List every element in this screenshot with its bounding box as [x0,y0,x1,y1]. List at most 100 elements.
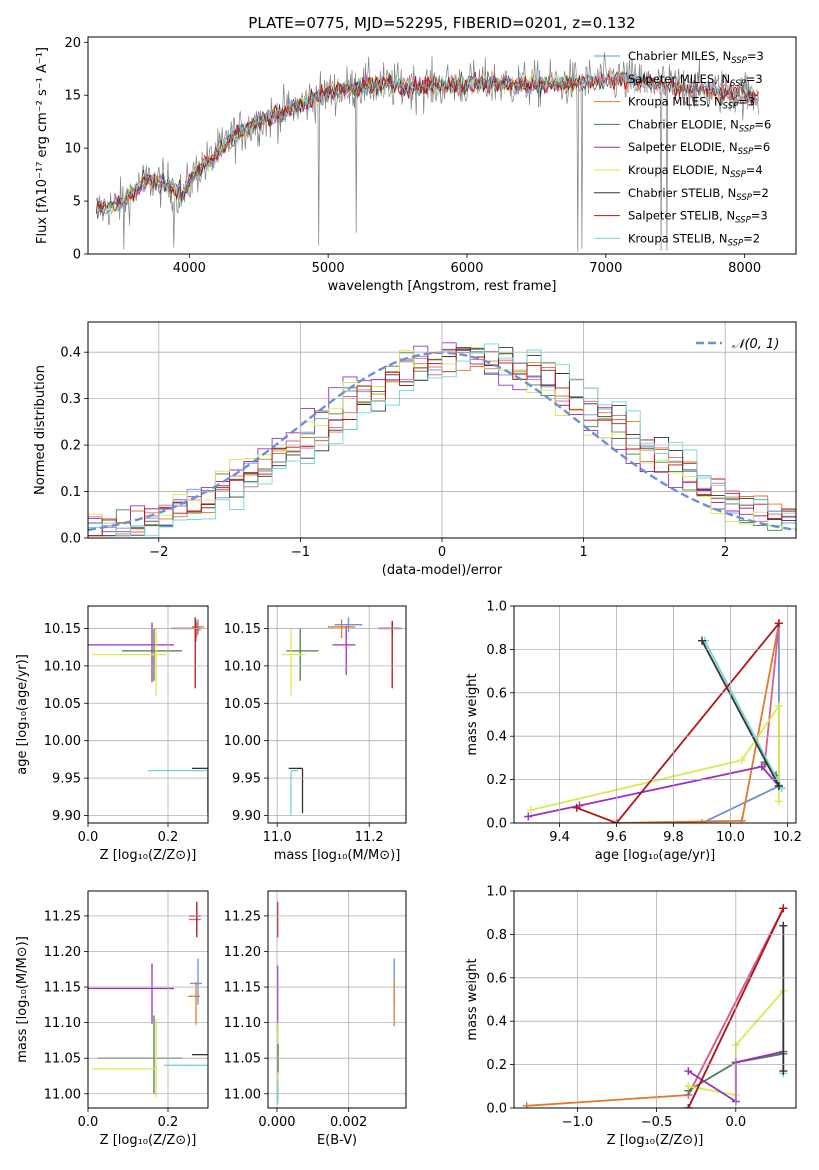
y-axis-label: Flux [fλ10⁻¹⁷ erg cm⁻² s⁻¹ A⁻¹] [35,47,50,244]
weight-series-line [528,765,780,818]
y-axis-label: mass weight [465,958,480,1040]
x-tick-label: 5000 [312,261,345,276]
y-tick-label: 9.95 [52,772,81,787]
errorbar-point [88,622,174,683]
axes-frame [87,36,797,255]
histogram-series [88,347,796,537]
errorbar-point [378,620,402,689]
weight-point-marker [774,782,783,791]
weight-series-line [701,640,780,787]
x-tick-label: 10.2 [773,830,802,845]
weight-point-marker [779,904,788,913]
weight-point-marker [737,816,746,823]
weight-series-line [530,702,780,811]
y-tick-label: 11.15 [224,981,261,996]
y-tick-label: 11.00 [44,1087,81,1102]
y-tick-label: 11.15 [44,981,81,996]
weight-series-line [704,640,783,789]
legend-label-main: Kroupa ELODIE, N [628,163,730,177]
y-tick-label: 10.10 [224,659,261,674]
y-tick-label: 11.25 [44,909,81,924]
x-tick-label: 0.2 [158,830,179,845]
errorbar-point [188,905,201,934]
weight-point-marker [698,819,706,823]
legend-label-sub: SSP [739,124,755,134]
y-tick-label: 0.4 [486,730,507,745]
x-tick-label: 2 [721,545,729,560]
errorbar-point [288,767,304,814]
y-tick-label: 9.90 [232,809,261,824]
y-tick-label: 0.4 [60,346,81,361]
x-axis-label: Z [log₁₀(Z/Z⊙)] [607,1133,704,1148]
x-tick-label: 0 [438,545,446,560]
panel-weight_vs_Z: −1.0 −0.5 0.0 0.0 0.2 0.4 0.6 0.8 1.0 Z [log₁₀(Z/… [465,885,797,1148]
weight-series-line [763,623,780,765]
x-tick-label: 9.6 [606,830,627,845]
y-tick-label: 0.4 [486,1015,507,1030]
x-tick-label: 1 [579,545,587,560]
x-axis-label: mass [log₁₀(M/M⊙)] [274,848,401,863]
legend-label-suffix: =3 [738,95,755,109]
y-tick-label: 20 [64,36,81,51]
legend-label-main: Kroupa MILES, N [628,95,723,109]
errorbar-point [332,626,356,675]
errorbar-point [88,963,174,1025]
legend-label-main: Kroupa STELIB, N [628,231,728,245]
legend-label-sub: SSP [723,102,739,112]
errorbar-point [196,622,201,638]
y-tick-label: 0.1 [60,485,81,500]
axes-frame [267,890,407,1109]
histogram-legend: 𝒩(0, 1) [696,337,779,352]
axes-frame [513,605,797,824]
weight-point-marker [737,756,746,765]
weight-point-marker [774,619,783,628]
panel-age_vs_Z: 0.0 0.2 9.90 9.95 10.00 10.05 10.10 10.15 Z [log… [15,605,209,863]
legend-label-sub: SSP [736,193,752,203]
y-tick-label: 0 [73,248,81,263]
x-axis-label: Z [log₁₀(Z/Z⊙)] [100,848,197,863]
legend-label-main: Chabrier MILES, N [628,49,731,63]
weight-point-marker [698,636,706,645]
x-tick-label: 0.2 [158,1115,179,1130]
errorbar-point [188,982,200,1025]
x-tick-label: 0.0 [725,1115,746,1130]
weight-point-marker [757,762,766,771]
x-tick-label: 0.000 [258,1115,295,1130]
x-tick-label: 9.8 [663,830,684,845]
weight-point-marker [774,797,783,806]
legend-label-suffix: =2 [743,231,760,245]
y-tick-label: 10.00 [44,734,81,749]
y-tick-label: 11.25 [224,909,261,924]
x-axis-label: age [log₁₀(age/yr)] [595,848,716,863]
y-tick-label: 11.05 [44,1052,81,1067]
axes-frame [87,890,209,1109]
legend-label-sub: SSP [738,147,754,157]
legend-label-suffix: =6 [753,140,770,154]
errorbar-point [281,628,305,696]
legend-label: Salpeter STELIB, NSSP=3 [628,209,768,226]
y-tick-label: 11.10 [224,1016,261,1031]
y-axis-label: age [log₁₀(age/yr)] [15,654,30,775]
legend-label-main: Salpeter MILES, N [628,72,730,86]
y-tick-label: 10.05 [44,697,81,712]
weight-point-marker [527,805,536,814]
x-axis-label: (data-model)/error [382,563,503,578]
x-tick-label: 9.4 [549,830,570,845]
y-tick-label: 0.2 [486,1058,507,1073]
x-tick-label: 11.0 [263,830,292,845]
axes-frame [513,890,797,1109]
y-tick-label: 0.8 [486,643,507,658]
legend-label: 𝒩(0, 1) [732,337,779,352]
plot-area-spectrum [95,52,759,252]
y-tick-label: 15 [64,89,81,104]
y-tick-label: 11.20 [44,945,81,960]
weight-series-line [526,907,785,1107]
panel-mass_vs_ebv: 0.000 0.002 11.00 11.05 11.10 11.15 11.20 11.25… [224,890,407,1148]
plot-area-mass_vs_ebv [277,901,395,1105]
x-tick-label: 10.0 [716,830,745,845]
legend-label: Chabrier STELIB, NSSP=2 [628,186,769,203]
panel-spectrum: 4000 5000 6000 7000 8000 0 5 10 15 20 wavelength [… [35,36,797,294]
y-tick-label: 1.0 [486,600,507,615]
legend-label-suffix: =2 [752,186,769,200]
